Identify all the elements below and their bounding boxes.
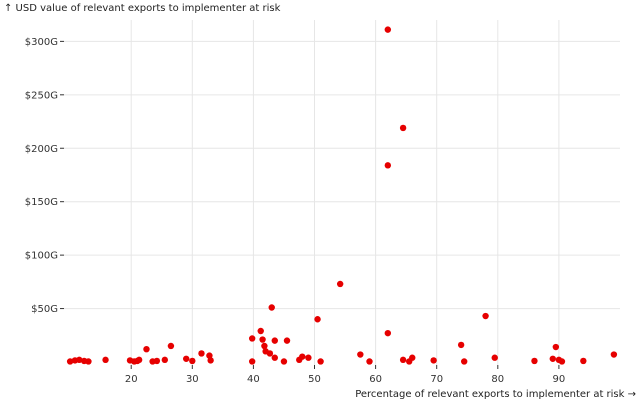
data-point [257, 327, 264, 335]
data-point [409, 354, 416, 361]
data-point [357, 351, 364, 358]
data-point [384, 329, 392, 337]
data-point [305, 354, 312, 361]
data-point [189, 357, 196, 365]
x-tick-label: 70 [430, 374, 443, 385]
data-point [135, 356, 143, 364]
data-point [491, 354, 498, 361]
data-point [85, 358, 92, 365]
data-point [299, 353, 306, 360]
data-point [248, 335, 256, 342]
data-point [549, 355, 556, 362]
y-gridlines [64, 40, 620, 310]
data-point [259, 336, 266, 343]
x-axis-title: Percentage of relevant exports to implem… [355, 389, 636, 400]
data-point [266, 350, 274, 357]
data-point [336, 280, 344, 288]
data-point [182, 355, 190, 362]
x-tick-label: 20 [125, 374, 138, 385]
data-point [271, 337, 278, 344]
y-tick-label: $250G [25, 90, 58, 101]
data-point [268, 304, 275, 311]
data-point [102, 356, 109, 364]
data-point [580, 357, 587, 365]
data-point [153, 357, 161, 365]
data-point [167, 342, 175, 350]
data-point [206, 352, 213, 359]
data-point [314, 316, 321, 323]
data-point [430, 357, 437, 364]
y-tick-label: $150G [25, 197, 58, 208]
data-point [399, 356, 407, 364]
data-point [531, 357, 538, 365]
y-axis: $50G $100G $150G $200G $250G $300G [25, 37, 64, 315]
data-point [399, 124, 407, 132]
data-point [198, 350, 205, 357]
x-tick-label: 50 [308, 374, 321, 385]
y-tick-label: $200G [25, 144, 58, 155]
data-point [384, 162, 392, 169]
data-point [280, 358, 288, 365]
data-points [66, 26, 618, 365]
data-point [317, 358, 324, 365]
y-axis-title: ↑ USD value of relevant exports to imple… [4, 3, 281, 14]
data-point [384, 26, 392, 33]
x-gridlines [130, 20, 560, 365]
x-tick-label: 80 [491, 374, 504, 385]
data-point [460, 358, 468, 365]
data-point [76, 356, 83, 364]
data-point [161, 356, 169, 364]
x-tick-label: 90 [553, 374, 566, 385]
data-point [261, 342, 268, 350]
x-tick-label: 60 [369, 374, 382, 385]
y-tick-label: $100G [25, 251, 58, 262]
x-tick-label: 40 [247, 374, 260, 385]
data-point [610, 351, 618, 358]
y-tick-label: $300G [25, 37, 58, 48]
data-point [248, 358, 256, 365]
data-point [283, 337, 291, 344]
data-point [457, 341, 465, 349]
data-point [482, 312, 489, 320]
data-point [143, 345, 150, 353]
data-point [271, 354, 278, 361]
y-tick-label: $50G [31, 304, 58, 315]
x-tick-label: 30 [186, 374, 199, 385]
x-axis: 20 30 40 50 60 70 80 90 [125, 365, 565, 385]
data-point [366, 358, 373, 365]
data-point [66, 358, 74, 365]
data-point [558, 358, 566, 365]
data-point [552, 343, 560, 351]
data-point [207, 357, 214, 364]
